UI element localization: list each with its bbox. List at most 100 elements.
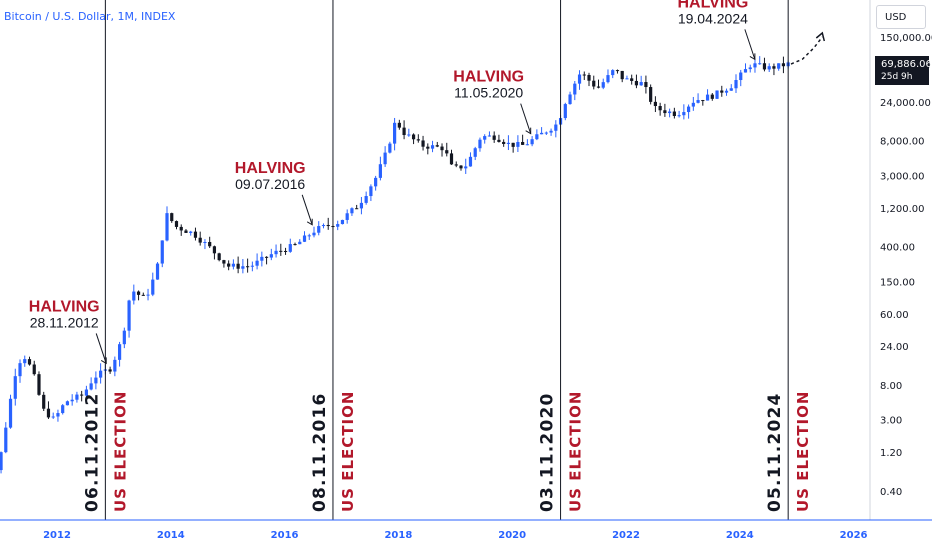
candle-body	[369, 186, 373, 197]
candle-body	[146, 294, 150, 296]
candle-body	[464, 166, 468, 169]
candle-body	[686, 106, 691, 113]
candle-body	[122, 330, 126, 345]
candle-body	[416, 139, 420, 141]
candle-body	[302, 235, 307, 242]
candle-body	[279, 250, 283, 252]
candle-body	[288, 244, 292, 252]
candle-body	[539, 132, 544, 135]
candle-body	[530, 139, 534, 145]
x-tick-label: 2024	[726, 530, 754, 541]
candle-body	[198, 237, 202, 243]
candle-body	[411, 134, 416, 140]
candle-body	[217, 253, 221, 261]
last-price-badge: 69,886.06 25d 9h	[875, 56, 932, 85]
candle-body	[720, 90, 724, 93]
candle-body	[743, 69, 748, 73]
halving-title: HALVING	[235, 160, 306, 177]
candle-body	[502, 141, 506, 144]
candle-body	[691, 102, 695, 107]
candle-body	[378, 164, 382, 178]
candle-body	[639, 82, 643, 86]
candle-body	[596, 86, 601, 88]
projection-line	[790, 36, 823, 65]
candle-body	[127, 300, 131, 331]
candle-body	[653, 101, 657, 107]
candle-body	[435, 145, 439, 147]
y-tick-label: 60.00	[880, 310, 909, 321]
candle-body	[649, 87, 653, 102]
candle-body	[634, 80, 639, 86]
election-date-label: 03.11.2020	[538, 392, 558, 512]
x-tick-label: 2014	[157, 530, 185, 541]
candle-body	[46, 408, 51, 418]
candle-body	[151, 279, 155, 295]
price-scale-bg	[870, 0, 932, 520]
candle-body	[516, 141, 520, 147]
candle-body	[473, 148, 477, 157]
candle-body	[364, 196, 368, 203]
halving-arrowhead	[100, 357, 107, 365]
election-label: US ELECTION	[111, 391, 129, 512]
candle-body	[762, 63, 767, 70]
halving-title: HALVING	[677, 0, 748, 11]
candle-body	[767, 66, 771, 70]
y-tick-label: 150.00	[880, 277, 915, 288]
candle-body	[705, 94, 710, 101]
candle-body	[165, 213, 169, 241]
y-tick-label: 150,000.00	[880, 33, 932, 44]
candle-body	[0, 452, 3, 471]
candle-body	[568, 94, 572, 105]
candle-body	[89, 383, 93, 390]
halving-arrow	[95, 333, 107, 364]
candle-body	[554, 124, 558, 131]
candle-body	[4, 427, 8, 453]
candle-body	[374, 177, 378, 187]
candle-body	[274, 250, 278, 255]
candle-body	[573, 83, 577, 95]
candle-body	[255, 260, 259, 266]
halving-arrowhead	[525, 127, 532, 135]
candle-body	[193, 231, 198, 238]
halving-arrow	[744, 29, 756, 60]
candle-body	[606, 75, 610, 83]
candle-body	[658, 106, 662, 111]
candle-body	[312, 232, 316, 236]
candle-body	[231, 263, 235, 267]
candle-body	[208, 241, 212, 247]
candle-body	[421, 140, 425, 147]
candle-body	[293, 244, 297, 246]
candles	[0, 56, 790, 474]
candle-body	[108, 369, 112, 372]
candle-body	[222, 260, 226, 264]
candle-body	[345, 213, 349, 220]
x-tick-label: 2018	[384, 530, 412, 541]
halving-arrowhead	[749, 53, 756, 61]
halving-date: 11.05.2020	[454, 85, 523, 101]
candle-body	[155, 263, 160, 280]
election-date-label: 08.11.2016	[310, 392, 330, 512]
candle-body	[174, 221, 179, 227]
candle-body	[179, 226, 183, 231]
candle-body	[459, 165, 463, 169]
currency-selector[interactable]: USD	[876, 5, 926, 29]
candle-body	[75, 394, 79, 400]
candle-body	[407, 134, 411, 136]
candle-body	[32, 364, 36, 375]
candle-body	[326, 224, 330, 227]
candle-body	[772, 66, 776, 69]
halving-title: HALVING	[453, 69, 524, 86]
symbol-title[interactable]: Bitcoin / U.S. Dollar, 1M, INDEX	[4, 10, 176, 23]
candle-body	[250, 265, 254, 267]
halving-date: 19.04.2024	[678, 10, 748, 26]
candle-body	[630, 78, 634, 81]
candle-body	[620, 70, 624, 80]
election-label: US ELECTION	[794, 391, 812, 512]
y-tick-label: 24,000.00	[880, 98, 931, 109]
candle-body	[440, 146, 444, 151]
candle-body	[582, 74, 586, 76]
candle-body	[184, 230, 188, 233]
projection-arrow	[790, 31, 826, 65]
